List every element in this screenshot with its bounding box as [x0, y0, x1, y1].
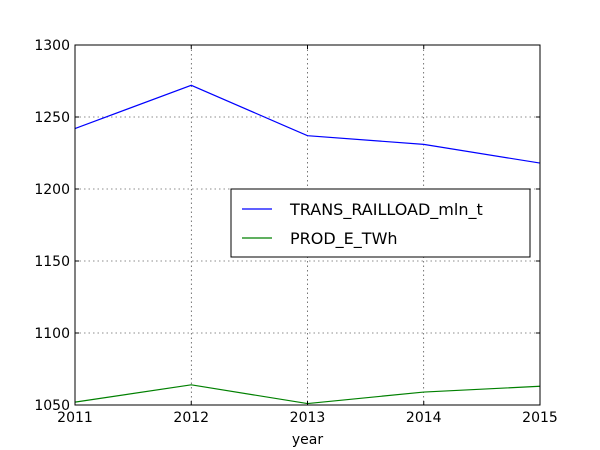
y-tick-label: 1300: [34, 38, 70, 54]
y-tick-label: 1250: [34, 110, 70, 126]
y-tick-label: 1200: [34, 182, 70, 198]
legend-label: TRANS_RAILLOAD_mln_t: [289, 200, 483, 220]
y-tick-label: 1100: [34, 326, 70, 342]
x-tick-label: 2012: [173, 410, 209, 426]
series-line-1: [74, 84, 541, 164]
legend: TRANS_RAILLOAD_mln_t PROD_E_TWh: [230, 188, 531, 258]
x-tick-label: 2014: [406, 410, 442, 426]
axis-ticks: [74, 44, 541, 406]
tick-labels: 2011 2012 2013 2014 2015 1050 1100 1150 1200 1250…: [34, 38, 557, 426]
y-tick-label: 1050: [34, 398, 70, 414]
x-axis-label: year: [292, 432, 323, 448]
y-tick-label: 1150: [34, 254, 70, 270]
x-tick-label: 2013: [290, 410, 326, 426]
legend-label: PROD_E_TWh: [290, 229, 398, 249]
x-tick-label: 2015: [522, 410, 558, 426]
legend-box: [230, 188, 531, 258]
x-tick-label: 2011: [57, 410, 93, 426]
